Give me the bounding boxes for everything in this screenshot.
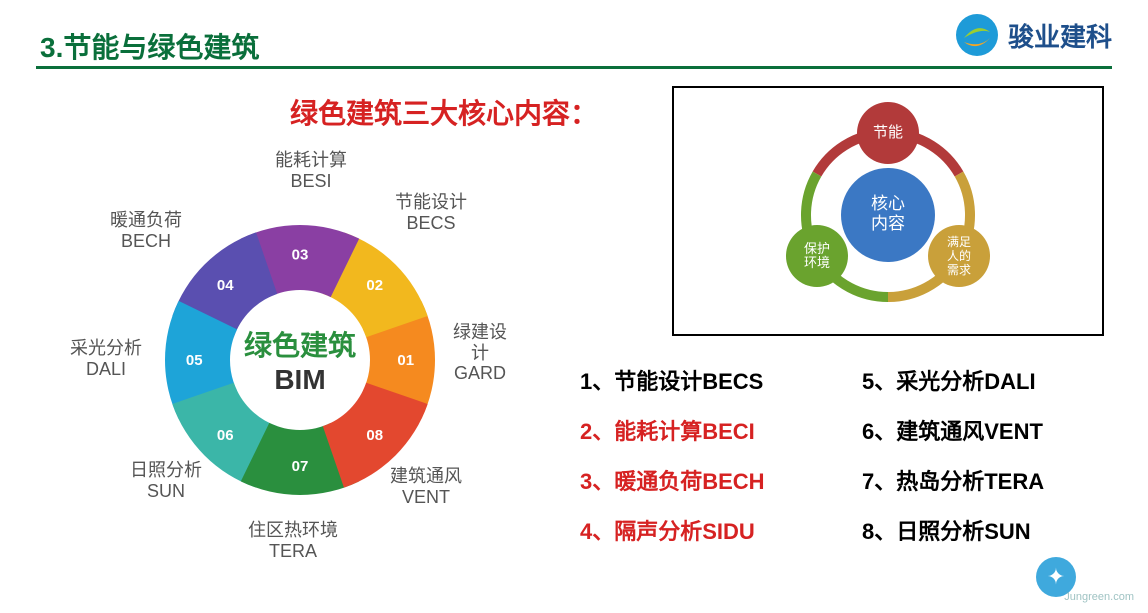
petal-number: 02 <box>366 277 383 294</box>
core-node-label: 需求 <box>947 263 971 277</box>
petal-label: 暖通负荷BECH <box>110 210 182 251</box>
wheel-hub: 绿色建筑 BIM <box>244 324 356 396</box>
petal-label: 采光分析DALI <box>70 338 142 379</box>
header-rule <box>36 66 1112 69</box>
module-list-item: 5、采光分析DALI <box>862 364 1120 396</box>
module-list-item: 4、隔声分析SIDU <box>580 514 838 546</box>
core-node-label: 环境 <box>804 255 830 270</box>
brand-logo: 骏业建科 <box>956 14 1112 56</box>
module-list-item: 7、热岛分析TERA <box>862 464 1120 496</box>
core-node-label: 人的 <box>947 248 971 263</box>
core-center-label: 核心 <box>871 194 905 213</box>
bim-wheel: 01 02 03 04 05 06 07 08 绿色建筑 BIM 绿建设计GARD 节能设计BE… <box>90 150 510 570</box>
petal-label: 节能设计BECS <box>395 192 467 233</box>
core-center-label: 内容 <box>871 214 905 233</box>
petal-label: 日照分析SUN <box>130 460 202 501</box>
module-list: 1、节能设计BECS 5、采光分析DALI 2、能耗计算BECI 6、建筑通风VENT… <box>580 364 1120 546</box>
brand-name: 骏业建科 <box>1008 17 1112 54</box>
petal-number: 03 <box>292 246 309 263</box>
hub-line1: 绿色建筑 <box>244 324 356 364</box>
petal-number: 04 <box>217 277 234 294</box>
watermark-site: Jungreen.com <box>1064 591 1134 603</box>
module-list-item: 2、能耗计算BECI <box>580 414 838 446</box>
header: 3.节能与绿色建筑 骏业建科 <box>0 0 1148 70</box>
petal-number: 07 <box>292 458 309 475</box>
core-node-label: 满足 <box>947 235 971 249</box>
module-list-item: 8、日照分析SUN <box>862 514 1120 546</box>
core-card: 核心内容 节能保护环境 满足人的需求 <box>672 86 1104 336</box>
module-list-item: 1、节能设计BECS <box>580 364 838 396</box>
page-title: 3.节能与绿色建筑 <box>40 26 259 66</box>
petal-label: 建筑通风VENT <box>390 466 462 507</box>
module-list-item: 6、建筑通风VENT <box>862 414 1120 446</box>
petal-label: 绿建设计GARD <box>450 322 510 384</box>
module-list-item: 3、暖通负荷BECH <box>580 464 838 496</box>
petal-label: 住区热环境TERA <box>248 520 338 561</box>
petal-number: 01 <box>397 352 414 369</box>
hub-line2: BIM <box>244 364 356 396</box>
brand-badge-icon <box>956 14 998 56</box>
subtitle: 绿色建筑三大核心内容： <box>290 92 598 132</box>
core-node-label: 节能 <box>873 124 903 141</box>
petal-number: 06 <box>217 427 234 444</box>
core-ring-svg: 核心内容 节能保护环境 满足人的需求 <box>758 96 1018 326</box>
petal-number: 08 <box>366 427 383 444</box>
petal-label: 能耗计算BESI <box>275 150 347 191</box>
petal-number: 05 <box>186 352 203 369</box>
core-node-label: 保护 <box>804 241 830 256</box>
